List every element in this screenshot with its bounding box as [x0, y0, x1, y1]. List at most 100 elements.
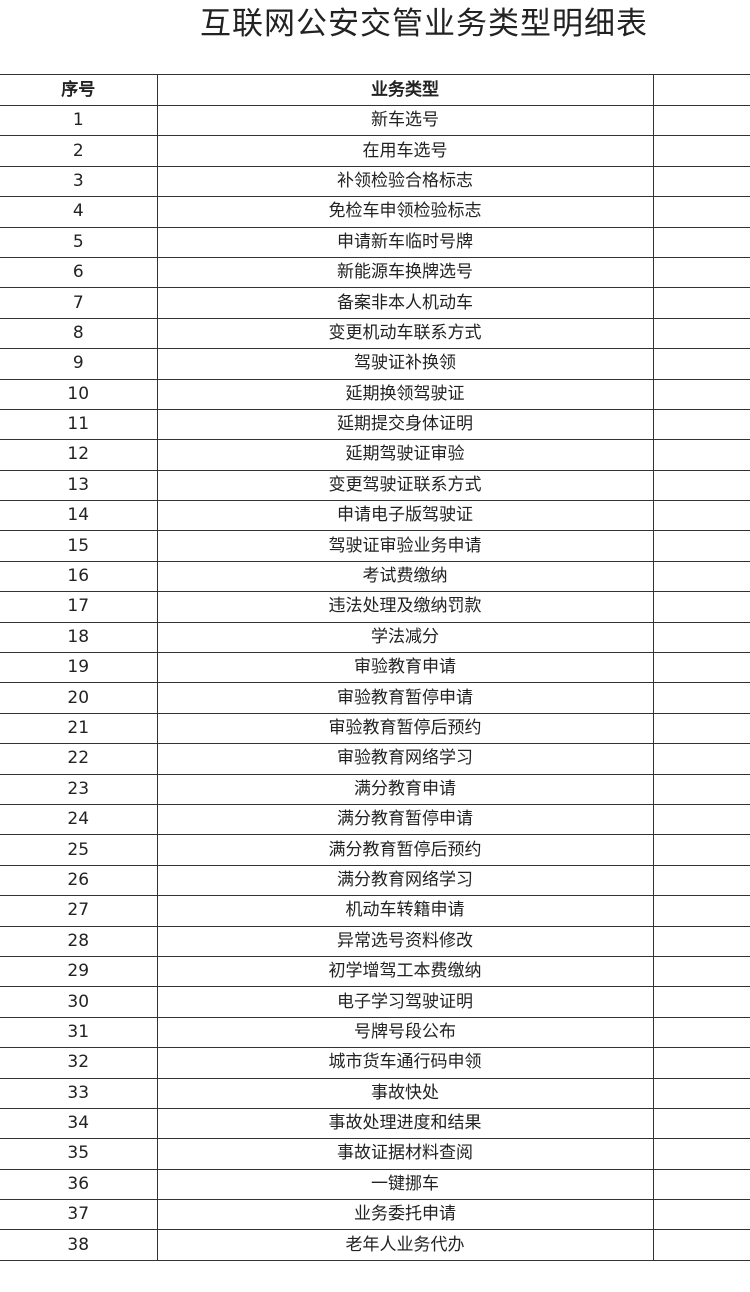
row-blank [652, 469, 750, 502]
row-blank [652, 1016, 750, 1049]
row-index: 21 [0, 712, 158, 745]
row-index: 13 [0, 469, 158, 502]
row-index: 15 [0, 530, 158, 562]
row-index: 38 [0, 1229, 158, 1261]
table-row: 13 变更驾驶证联系方式 [0, 469, 750, 502]
row-business-type: 学法减分 [156, 621, 654, 654]
row-index: 1 [0, 104, 158, 137]
table-row: 30 电子学习驾驶证明 [0, 986, 750, 1018]
row-blank [652, 104, 750, 137]
row-blank [652, 1138, 750, 1170]
row-index: 11 [0, 408, 158, 441]
table-row: 26 满分教育网络学习 [0, 864, 750, 897]
row-blank [652, 500, 750, 532]
table-row: 3 补领检验合格标志 [0, 165, 750, 198]
row-index: 36 [0, 1168, 158, 1201]
row-blank [652, 986, 750, 1018]
row-business-type: 免检车申领检验标志 [156, 196, 654, 228]
row-business-type: 申请电子版驾驶证 [156, 500, 654, 532]
page-title: 互联网公安交管业务类型明细表 [200, 6, 648, 42]
row-index: 8 [0, 317, 158, 350]
business-type-table: 序号 业务类型 1 新车选号 2 在用车选号 3 补领检验合格标志 4 免检车申领检验标志 5 申… [0, 74, 750, 1261]
table-row: 11 延期提交身体证明 [0, 408, 750, 441]
row-business-type: 业务委托申请 [156, 1199, 654, 1231]
row-blank [652, 530, 750, 562]
row-business-type: 备案非本人机动车 [156, 287, 654, 319]
row-index: 37 [0, 1199, 158, 1231]
row-business-type: 新车选号 [156, 104, 654, 137]
row-blank [652, 256, 750, 289]
row-business-type: 号牌号段公布 [156, 1016, 654, 1049]
row-business-type: 审验教育暂停申请 [156, 682, 654, 714]
row-blank [652, 621, 750, 654]
row-blank [652, 682, 750, 714]
row-blank [652, 348, 750, 380]
row-index: 30 [0, 986, 158, 1018]
table-row: 24 满分教育暂停申请 [0, 803, 750, 836]
table-row: 14 申请电子版驾驶证 [0, 500, 750, 532]
table-row: 33 事故快处 [0, 1077, 750, 1109]
table-header-row: 序号 业务类型 [0, 74, 750, 106]
row-blank [652, 1199, 750, 1231]
row-index: 19 [0, 652, 158, 684]
table-row: 37 业务委托申请 [0, 1199, 750, 1231]
row-blank [652, 955, 750, 988]
table-row: 38 老年人业务代办 [0, 1229, 750, 1261]
table-row: 1 新车选号 [0, 104, 750, 137]
row-business-type: 在用车选号 [156, 135, 654, 167]
row-business-type: 事故处理进度和结果 [156, 1107, 654, 1140]
table-row: 17 违法处理及缴纳罚款 [0, 591, 750, 623]
row-blank [652, 1229, 750, 1261]
row-blank [652, 712, 750, 745]
row-business-type: 老年人业务代办 [156, 1229, 654, 1261]
row-business-type: 初学增驾工本费缴纳 [156, 955, 654, 988]
row-business-type: 延期换领驾驶证 [156, 378, 654, 410]
row-business-type: 驾驶证审验业务申请 [156, 530, 654, 562]
row-business-type: 新能源车换牌选号 [156, 256, 654, 289]
table-row: 15 驾驶证审验业务申请 [0, 530, 750, 562]
row-blank [652, 226, 750, 258]
row-index: 3 [0, 165, 158, 198]
row-blank [652, 560, 750, 593]
row-business-type: 电子学习驾驶证明 [156, 986, 654, 1018]
table-row: 25 满分教育暂停后预约 [0, 834, 750, 866]
table-row: 4 免检车申领检验标志 [0, 196, 750, 228]
row-business-type: 审验教育网络学习 [156, 743, 654, 775]
table-row: 5 申请新车临时号牌 [0, 226, 750, 258]
row-business-type: 考试费缴纳 [156, 560, 654, 593]
row-business-type: 延期驾驶证审验 [156, 439, 654, 471]
row-index: 29 [0, 955, 158, 988]
row-business-type: 机动车转籍申请 [156, 895, 654, 927]
row-blank [652, 408, 750, 441]
row-index: 5 [0, 226, 158, 258]
table-row: 20 审验教育暂停申请 [0, 682, 750, 714]
row-index: 26 [0, 864, 158, 897]
row-business-type: 满分教育申请 [156, 773, 654, 805]
row-business-type: 变更机动车联系方式 [156, 317, 654, 350]
row-index: 7 [0, 287, 158, 319]
row-index: 31 [0, 1016, 158, 1049]
row-business-type: 满分教育暂停申请 [156, 803, 654, 836]
row-business-type: 城市货车通行码申领 [156, 1047, 654, 1079]
row-index: 28 [0, 925, 158, 957]
table-row: 19 审验教育申请 [0, 652, 750, 684]
table-row: 8 变更机动车联系方式 [0, 317, 750, 350]
row-blank [652, 895, 750, 927]
row-index: 9 [0, 348, 158, 380]
row-index: 35 [0, 1138, 158, 1170]
row-index: 6 [0, 256, 158, 289]
table-row: 36 一键挪车 [0, 1168, 750, 1201]
table-row: 29 初学增驾工本费缴纳 [0, 955, 750, 988]
row-business-type: 审验教育申请 [156, 652, 654, 684]
row-index: 23 [0, 773, 158, 805]
row-index: 2 [0, 135, 158, 167]
row-blank [652, 773, 750, 805]
row-blank [652, 1107, 750, 1140]
row-index: 16 [0, 560, 158, 593]
table-row: 9 驾驶证补换领 [0, 348, 750, 380]
row-index: 14 [0, 500, 158, 532]
table-row: 22 审验教育网络学习 [0, 743, 750, 775]
row-index: 12 [0, 439, 158, 471]
row-blank [652, 925, 750, 957]
row-blank [652, 439, 750, 471]
